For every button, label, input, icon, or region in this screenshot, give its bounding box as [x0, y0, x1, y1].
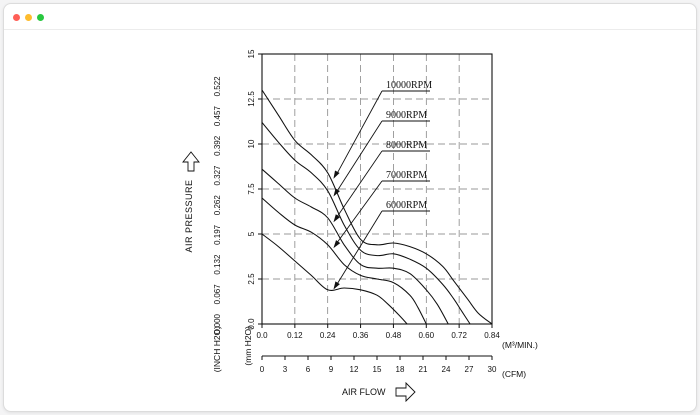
y-tick-label-inch: 0.262 — [213, 195, 222, 216]
tick-layer — [258, 53, 493, 360]
series-line-10000rpm — [261, 89, 493, 325]
y-tick-label-mm: 7.5 — [247, 183, 256, 195]
y-tick-label-inch: 0.392 — [213, 135, 222, 156]
callout-arrowhead — [333, 214, 341, 223]
y-tick-label-mm: 5 — [247, 231, 256, 236]
label-layer: 0.0 0.12 0.24 0.36 0.48 0.60 0.72 0.84 0.0 2.5 5 7.… — [213, 49, 500, 374]
maximize-window-button[interactable] — [37, 14, 44, 21]
callout-arrowhead — [333, 170, 340, 179]
x-tick-label-cfm: 3 — [283, 365, 288, 374]
x-tick-label-cfm: 18 — [396, 365, 405, 374]
callout-leader — [337, 150, 383, 217]
x-tick-label-cfm: 9 — [329, 365, 334, 374]
y-tick-label-mm: 15 — [247, 49, 256, 58]
x-tick-label-m3: 0.84 — [484, 331, 500, 340]
title-bar — [4, 4, 696, 28]
callout-arrowhead — [333, 240, 341, 249]
x-tick-label-m3: 0.60 — [418, 331, 434, 340]
x-tick-label-m3: 0.48 — [386, 331, 402, 340]
series-label-6000rpm: 6000RPM — [386, 200, 427, 211]
y-axis-label: AIR PRESSURE — [184, 179, 194, 252]
x-tick-label-m3: 0.36 — [353, 331, 369, 340]
y-tick-label-inch: 0.067 — [213, 284, 222, 305]
series-label-10000rpm: 10000RPM — [386, 80, 432, 91]
callout-arrowhead — [333, 188, 340, 197]
y-tick-label-mm: 12.5 — [247, 91, 256, 107]
x-tick-label-cfm: 30 — [488, 365, 497, 374]
callout-leader — [337, 180, 383, 243]
y-tick-label-inch: 0.522 — [213, 76, 222, 97]
x-tick-label-m3: 0.12 — [287, 331, 303, 340]
x-tick-label-cfm: 24 — [442, 365, 451, 374]
y-tick-label-inch: 0.132 — [213, 254, 222, 275]
y-axis-inch-unit: (INCH H2O) — [212, 326, 222, 372]
title-bar-divider — [4, 29, 696, 30]
x-tick-label-m3: 0.72 — [451, 331, 467, 340]
fan-performance-chart: 0.0 0.12 0.24 0.36 0.48 0.60 0.72 0.84 0.0 2.5 5 7.… — [182, 49, 538, 403]
x-tick-label-cfm: 0 — [260, 365, 265, 374]
close-window-button[interactable] — [13, 14, 20, 21]
x-axis-cfm-unit: (CFM) — [502, 369, 526, 379]
x-tick-label-cfm: 12 — [350, 365, 359, 374]
callout-leader — [337, 120, 383, 191]
series-line-7000rpm — [261, 197, 427, 325]
x-tick-label-cfm: 15 — [373, 365, 382, 374]
y-tick-label-mm: 2.5 — [247, 273, 256, 285]
callout-leader — [337, 210, 383, 284]
x-tick-label-cfm: 21 — [419, 365, 428, 374]
app-window: 0.0 0.12 0.24 0.36 0.48 0.60 0.72 0.84 0.0 2.5 5 7.… — [3, 3, 697, 412]
series-line-8000rpm — [261, 168, 449, 325]
series-label-9000rpm: 9000RPM — [386, 110, 427, 121]
y-tick-label-mm: 10 — [247, 139, 256, 148]
series-layer — [261, 89, 493, 325]
y-tick-label-inch: 0.457 — [213, 106, 222, 127]
x-axis-label: AIR FLOW — [342, 387, 386, 397]
x-tick-label-m3: 0.24 — [320, 331, 336, 340]
series-line-9000rpm — [261, 122, 471, 325]
series-label-8000rpm: 8000RPM — [386, 140, 427, 151]
up-arrow-icon — [182, 151, 200, 172]
y-tick-label-mm: 0.0 — [247, 318, 256, 330]
callout-arrowhead — [333, 281, 340, 290]
grid-layer — [262, 54, 492, 324]
x-axis-m3-unit: (M³/MIN.) — [502, 340, 538, 350]
series-line-6000rpm — [261, 233, 408, 325]
y-tick-label-inch: 0.000 — [213, 313, 222, 334]
right-arrow-icon — [395, 381, 416, 403]
series-label-7000rpm: 7000RPM — [386, 170, 427, 181]
x-tick-label-cfm: 6 — [306, 365, 311, 374]
y-axis-mm-unit: (mm H2O) — [243, 326, 253, 366]
x-tick-label-cfm: 27 — [465, 365, 474, 374]
y-tick-label-inch: 0.327 — [213, 165, 222, 186]
y-tick-label-inch: 0.197 — [213, 224, 222, 245]
minimize-window-button[interactable] — [25, 14, 32, 21]
x-tick-label-m3: 0.0 — [256, 331, 268, 340]
callout-leader — [337, 90, 383, 174]
